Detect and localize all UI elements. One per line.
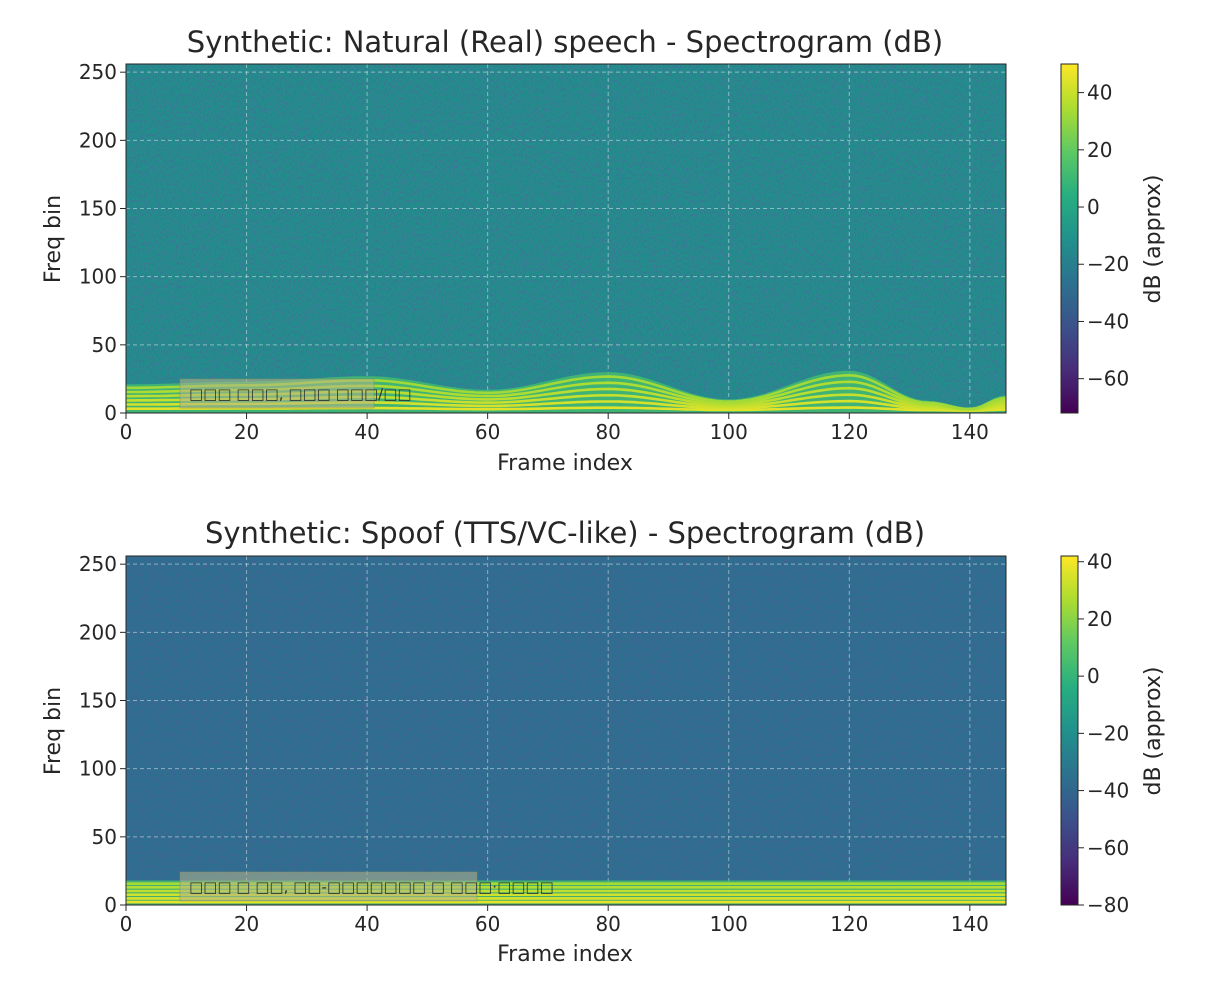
- annotation-text: □□□ □□□, □□□ □□□/□□: [189, 385, 412, 403]
- y-axis-ticks: 0 50 100 150 200 250: [79, 60, 126, 425]
- y-tick-label: 50: [92, 825, 117, 849]
- y-tick-label: 100: [79, 757, 117, 781]
- x-tick-label: 80: [595, 420, 620, 444]
- y-tick-label: 100: [79, 265, 117, 289]
- y-tick-label: 50: [92, 333, 117, 357]
- x-axis-label: Frame index: [497, 451, 633, 476]
- x-tick-label: 120: [830, 420, 868, 444]
- x-tick-label: 120: [830, 912, 868, 936]
- colorbar-tick-label: −20: [1087, 721, 1129, 745]
- x-tick-label: 100: [710, 420, 748, 444]
- chart-title: Synthetic: Spoof (TTS/VC-like) - Spectro…: [205, 516, 925, 550]
- colorbar-tick-label: −60: [1087, 836, 1129, 860]
- colorbar-gradient: [1061, 556, 1078, 905]
- colorbar-label: dB (approx): [1141, 667, 1166, 796]
- x-axis-label: Frame index: [497, 942, 633, 967]
- chart-title: Synthetic: Natural (Real) speech - Spect…: [187, 25, 943, 59]
- colorbar-tick-label: −20: [1087, 252, 1129, 276]
- x-tick-label: 60: [475, 420, 500, 444]
- colorbar-tick-label: 20: [1087, 138, 1112, 162]
- y-axis-ticks: 0 50 100 150 200 250: [79, 552, 126, 917]
- y-tick-label: 150: [79, 197, 117, 221]
- y-tick-label: 200: [79, 620, 117, 644]
- y-tick-label: 200: [79, 128, 117, 152]
- x-axis-ticks: 0 20 40 60 80 100 120 140: [120, 905, 989, 936]
- x-tick-label: 80: [595, 912, 620, 936]
- spectrogram-image: [126, 64, 1006, 413]
- x-tick-label: 20: [234, 420, 259, 444]
- colorbar-ticks: −80 −60 −40 −20 0 20 40: [1078, 550, 1129, 917]
- colorbar-label: dB (approx): [1141, 175, 1166, 304]
- y-tick-label: 0: [104, 893, 117, 917]
- colorbar-tick-label: −80: [1087, 893, 1129, 917]
- colorbar-tick-label: 0: [1087, 195, 1100, 219]
- colorbar-ticks: −60 −40 −20 0 20 40: [1078, 81, 1129, 391]
- x-tick-label: 40: [354, 420, 379, 444]
- x-tick-label: 60: [475, 912, 500, 936]
- x-tick-label: 40: [354, 912, 379, 936]
- colorbar-tick-label: 40: [1087, 81, 1112, 105]
- x-tick-label: 140: [951, 912, 989, 936]
- colorbar-tick-label: −40: [1087, 779, 1129, 803]
- colorbar: −60 −40 −20 0 20 40 dB (approx): [1061, 64, 1166, 413]
- spectrogram-image: [126, 556, 1006, 905]
- y-tick-label: 150: [79, 689, 117, 713]
- colorbar-tick-label: −60: [1087, 367, 1129, 391]
- x-tick-label: 100: [710, 912, 748, 936]
- x-axis-ticks: 0 20 40 60 80 100 120 140: [120, 413, 989, 444]
- colorbar-gradient: [1061, 64, 1078, 413]
- y-tick-label: 250: [79, 552, 117, 576]
- colorbar-tick-label: 40: [1087, 550, 1112, 574]
- x-tick-label: 0: [120, 420, 133, 444]
- spectrogram-noise: [126, 64, 1006, 413]
- colorbar-tick-label: −40: [1087, 309, 1129, 333]
- natural-speech-panel: Synthetic: Natural (Real) speech - Spect…: [41, 25, 1166, 476]
- y-axis-label: Freq bin: [41, 195, 66, 283]
- y-axis-label: Freq bin: [41, 687, 66, 775]
- x-tick-label: 0: [120, 912, 133, 936]
- x-tick-label: 20: [234, 912, 259, 936]
- y-tick-label: 250: [79, 60, 117, 84]
- x-tick-label: 140: [951, 420, 989, 444]
- spectrogram-noise: [126, 556, 1006, 905]
- y-tick-label: 0: [104, 401, 117, 425]
- colorbar-tick-label: 0: [1087, 664, 1100, 688]
- annotation-text: □□□ □ □□, □□-□□□□□□□ □ □□□·□□□□: [189, 878, 554, 896]
- spoof-speech-panel: Synthetic: Spoof (TTS/VC-like) - Spectro…: [41, 516, 1166, 967]
- colorbar: −80 −60 −40 −20 0 20 40 dB (approx): [1061, 550, 1166, 917]
- colorbar-tick-label: 20: [1087, 607, 1112, 631]
